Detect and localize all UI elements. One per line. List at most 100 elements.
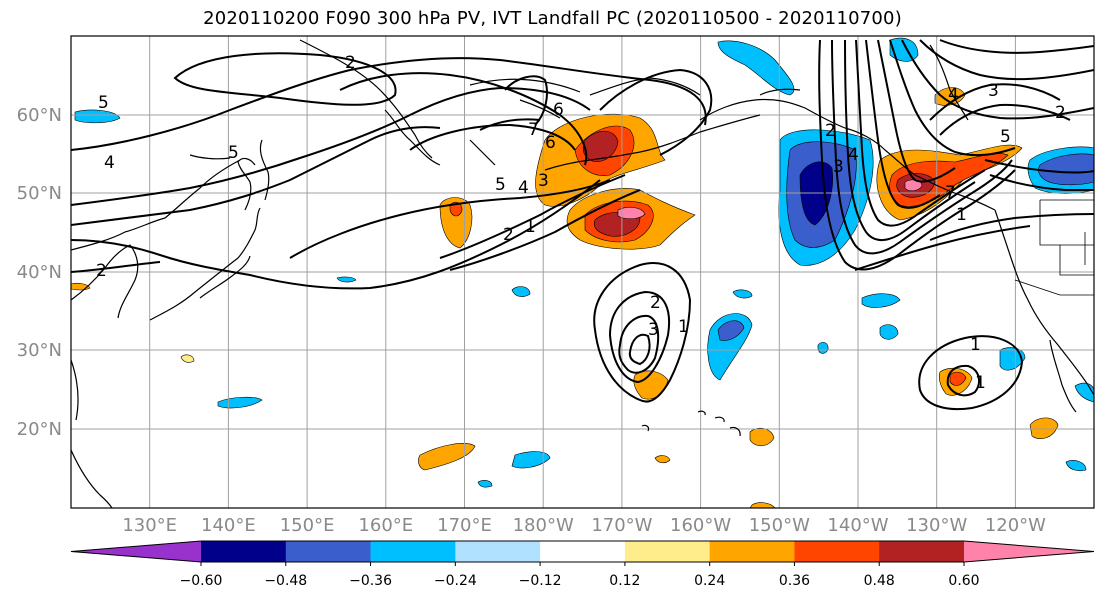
colorbar-segment bbox=[201, 541, 287, 562]
negative-anomaly-area bbox=[1038, 153, 1094, 186]
positive-anomaly-area bbox=[934, 87, 966, 106]
contour-label: 4 bbox=[518, 178, 529, 198]
negative-anomaly-area bbox=[477, 480, 493, 488]
contour-label: 3 bbox=[538, 171, 549, 191]
lon-label: 140°W bbox=[827, 515, 888, 536]
lon-label: 170°W bbox=[591, 515, 652, 536]
positive-anomaly-area bbox=[949, 371, 967, 386]
lat-label: 40°N bbox=[17, 262, 62, 283]
contour-label: 2 bbox=[96, 261, 107, 281]
contour-label: 5 bbox=[98, 93, 109, 113]
colorbar-segment bbox=[794, 541, 880, 562]
positive-anomaly-area bbox=[418, 443, 476, 471]
lon-label: 180°W bbox=[513, 515, 574, 536]
colorbar-segment bbox=[709, 541, 795, 562]
contour-label: 1 bbox=[970, 335, 981, 355]
contour-label: 5 bbox=[228, 143, 239, 163]
contour-label: 1 bbox=[956, 205, 967, 225]
negative-anomaly-area bbox=[511, 451, 551, 469]
colorbar-extend-low bbox=[71, 541, 201, 562]
political-borders bbox=[1014, 199, 1094, 296]
pv-contours bbox=[71, 39, 1094, 411]
contour-label: 2 bbox=[650, 293, 661, 313]
lat-label: 50°N bbox=[17, 183, 62, 204]
positive-anomaly-area bbox=[1029, 417, 1059, 439]
colorbar-tick-label: 0.36 bbox=[779, 573, 810, 589]
contour-label: 3 bbox=[988, 81, 999, 101]
colorbar-tick-label: −0.24 bbox=[434, 573, 477, 589]
shaded-anomalies bbox=[71, 37, 1094, 508]
negative-anomaly-area bbox=[879, 324, 899, 340]
negative-anomaly-area bbox=[717, 320, 745, 341]
colorbar-tick-label: 0.60 bbox=[948, 573, 979, 589]
contour-label: 2 bbox=[1055, 103, 1066, 123]
colorbar-tick-label: 0.12 bbox=[609, 573, 640, 589]
positive-anomaly-area bbox=[617, 206, 646, 220]
contour-label: 4 bbox=[948, 85, 959, 105]
lon-label: 150°W bbox=[749, 515, 810, 536]
contour-label: 4 bbox=[104, 153, 115, 173]
lon-label: 130°W bbox=[906, 515, 967, 536]
lat-label: 60°N bbox=[17, 105, 62, 126]
contour-labels: 2 5 4 7 6 5 4 3 2 1 2 3 1 2 1 2 3 4 5 7 … bbox=[96, 53, 1066, 393]
colorbar-tick-label: −0.12 bbox=[519, 573, 562, 589]
negative-anomaly-area bbox=[1065, 460, 1087, 472]
contour-label: 5 bbox=[495, 175, 506, 195]
map-title: 2020110200 F090 300 hPa PV, IVT Landfall… bbox=[203, 8, 902, 29]
contour-label: 4 bbox=[848, 145, 859, 165]
lat-label: 30°N bbox=[17, 340, 62, 361]
colorbar-segment bbox=[455, 541, 541, 562]
positive-anomaly-area bbox=[449, 201, 463, 217]
colorbar-segment bbox=[540, 541, 626, 562]
positive-anomaly-area bbox=[654, 455, 671, 464]
contour-label: 6 bbox=[545, 133, 556, 153]
positive-anomaly-area bbox=[439, 197, 473, 249]
contour-label: 7 bbox=[528, 120, 539, 140]
negative-anomaly-area bbox=[336, 276, 357, 283]
lon-label: 120°W bbox=[985, 515, 1046, 536]
lon-label: 170°E bbox=[437, 515, 492, 536]
positive-anomaly-area bbox=[582, 130, 619, 162]
colorbar-tick-label: −0.60 bbox=[180, 573, 223, 589]
lon-label: 160°W bbox=[670, 515, 731, 536]
negative-anomaly-area bbox=[717, 40, 795, 96]
negative-anomaly-area bbox=[217, 396, 263, 409]
contour-label: 3 bbox=[648, 320, 659, 340]
plot-frame bbox=[70, 35, 1095, 509]
contour-label: 6 bbox=[553, 100, 564, 120]
negative-anomaly-area bbox=[511, 286, 531, 297]
negative-anomaly-area bbox=[74, 109, 121, 124]
latitude-labels: 60°N 50°N 40°N 30°N 20°N bbox=[17, 105, 62, 440]
positive-anomaly-area bbox=[749, 502, 776, 508]
contour-label: 3 bbox=[833, 157, 844, 177]
contour-label: 7 bbox=[945, 183, 956, 203]
negative-anomaly-area bbox=[817, 341, 829, 354]
longitude-labels: 130°E 140°E 150°E 160°E 170°E 180°W 170°… bbox=[122, 515, 1046, 536]
colorbar-segment bbox=[879, 541, 965, 562]
colorbar-segment bbox=[624, 541, 711, 562]
colorbar-tick-label: −0.48 bbox=[264, 573, 307, 589]
lat-label: 20°N bbox=[17, 419, 62, 440]
contour-label: 1 bbox=[975, 373, 986, 393]
colorbar-tick-label: 0.48 bbox=[864, 573, 895, 589]
lon-label: 130°E bbox=[122, 515, 177, 536]
lon-label: 140°E bbox=[201, 515, 256, 536]
colorbar-extend-high bbox=[964, 541, 1094, 562]
contour-label: 1 bbox=[525, 217, 536, 237]
contour-label: 5 bbox=[1000, 127, 1011, 147]
colorbar-tick-label: 0.24 bbox=[694, 573, 725, 589]
positive-anomaly-area bbox=[180, 354, 195, 363]
graticule bbox=[71, 36, 1094, 508]
lon-label: 160°E bbox=[358, 515, 413, 536]
colorbar-segment bbox=[370, 541, 456, 562]
positive-anomaly-area bbox=[749, 427, 775, 447]
coastlines bbox=[71, 39, 1094, 508]
positive-anomaly-area bbox=[904, 179, 923, 192]
negative-anomaly-area bbox=[861, 293, 901, 308]
contour-label: 1 bbox=[678, 317, 689, 337]
colorbar-tick-label: −0.36 bbox=[349, 573, 392, 589]
colorbar-segment bbox=[285, 541, 372, 562]
negative-anomaly-area bbox=[732, 289, 753, 299]
colorbar: −0.60 −0.48 −0.36 −0.24 −0.12 0.12 0.24 0.36 0.4… bbox=[70, 540, 1095, 589]
